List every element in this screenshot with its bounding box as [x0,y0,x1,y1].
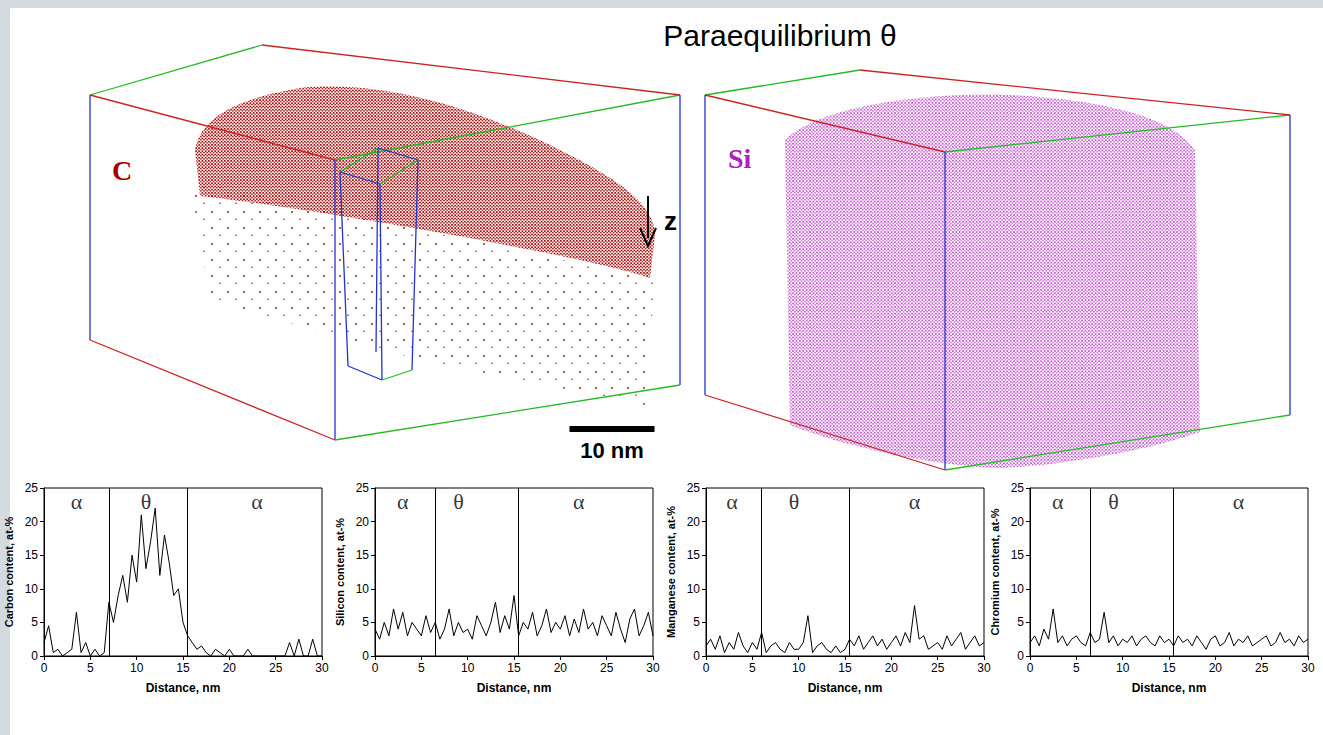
svg-text:10: 10 [792,661,806,675]
svg-text:Silicon content, at-%: Silicon content, at-% [334,518,346,626]
svg-text:5: 5 [749,661,756,675]
svg-text:20: 20 [1209,661,1223,675]
svg-text:10: 10 [687,582,701,596]
svg-text:20: 20 [885,661,899,675]
svg-text:Distance, nm: Distance, nm [477,681,552,695]
svg-text:10: 10 [1011,582,1025,596]
svg-text:α: α [909,489,921,514]
svg-text:0: 0 [362,649,369,663]
svg-text:θ: θ [789,489,800,514]
svg-text:α: α [397,489,409,514]
svg-text:10: 10 [130,661,144,675]
svg-text:15: 15 [176,661,190,675]
svg-text:25: 25 [687,481,701,495]
svg-text:15: 15 [838,661,852,675]
svg-text:5: 5 [31,615,38,629]
svg-text:Carbon content, at-%: Carbon content, at-% [3,516,15,627]
svg-text:20: 20 [1011,515,1025,529]
svg-text:15: 15 [356,548,370,562]
svg-text:15: 15 [1162,661,1176,675]
svg-text:α: α [1233,489,1245,514]
svg-text:θ: θ [141,489,152,514]
svg-text:Paraequilibrium θ: Paraequilibrium θ [663,19,896,52]
svg-text:Distance, nm: Distance, nm [808,681,883,695]
svg-text:5: 5 [87,661,94,675]
svg-text:α: α [251,489,263,514]
svg-text:30: 30 [977,661,991,675]
svg-text:25: 25 [356,481,370,495]
svg-text:Manganese content, at-%: Manganese content, at-% [665,506,677,638]
svg-text:5: 5 [1017,615,1024,629]
svg-text:α: α [726,489,738,514]
svg-text:α: α [71,489,83,514]
svg-text:25: 25 [1011,481,1025,495]
svg-text:α: α [1052,489,1064,514]
svg-text:25: 25 [931,661,945,675]
svg-text:5: 5 [693,615,700,629]
svg-text:10: 10 [356,582,370,596]
svg-text:5: 5 [418,661,425,675]
svg-text:20: 20 [554,661,568,675]
svg-text:0: 0 [372,661,379,675]
svg-text:25: 25 [269,661,283,675]
svg-text:0: 0 [31,649,38,663]
svg-text:15: 15 [507,661,521,675]
svg-text:0: 0 [1027,661,1034,675]
svg-text:15: 15 [1011,548,1025,562]
svg-text:θ: θ [1108,489,1119,514]
svg-text:0: 0 [41,661,48,675]
svg-text:20: 20 [223,661,237,675]
svg-text:25: 25 [600,661,614,675]
svg-text:0: 0 [693,649,700,663]
svg-text:5: 5 [362,615,369,629]
svg-text:15: 15 [25,548,39,562]
svg-text:Si: Si [728,143,752,174]
svg-text:Chromium content, at-%: Chromium content, at-% [989,508,1001,635]
svg-text:30: 30 [1301,661,1315,675]
svg-text:10: 10 [461,661,475,675]
svg-text:25: 25 [25,481,39,495]
svg-text:20: 20 [687,515,701,529]
svg-text:θ: θ [453,489,464,514]
svg-text:15: 15 [687,548,701,562]
svg-text:z: z [664,206,677,236]
svg-text:Distance, nm: Distance, nm [1132,681,1207,695]
svg-text:30: 30 [646,661,660,675]
svg-text:C: C [112,155,132,186]
svg-text:0: 0 [1017,649,1024,663]
svg-text:0: 0 [703,661,710,675]
svg-text:5: 5 [1073,661,1080,675]
svg-text:10: 10 [25,582,39,596]
svg-text:10: 10 [1116,661,1130,675]
svg-text:30: 30 [315,661,329,675]
svg-text:α: α [573,489,585,514]
svg-text:20: 20 [25,515,39,529]
svg-text:25: 25 [1255,661,1269,675]
svg-text:10 nm: 10 nm [580,438,644,463]
svg-text:Distance, nm: Distance, nm [146,681,221,695]
svg-text:20: 20 [356,515,370,529]
